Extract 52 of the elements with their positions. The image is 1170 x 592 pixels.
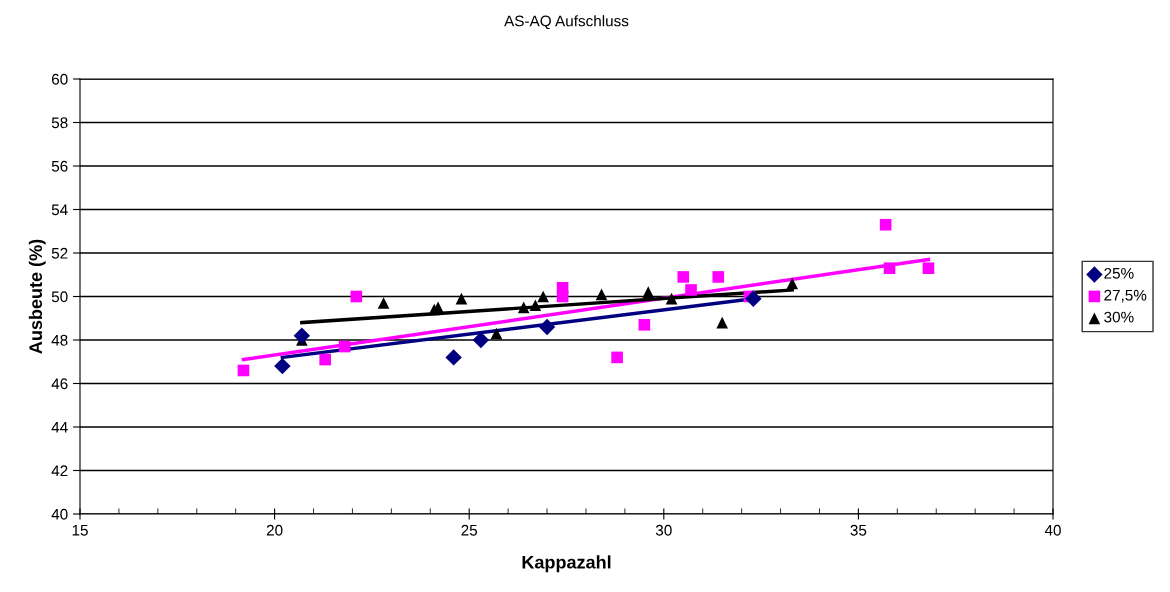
legend-label: 25% (1104, 267, 1134, 279)
point (538, 318, 556, 336)
y-tick-label: 40 (51, 508, 68, 520)
y-tick-label: 46 (51, 378, 68, 390)
point (712, 271, 725, 283)
point (529, 299, 542, 312)
point (274, 357, 291, 375)
point (338, 340, 351, 353)
point (490, 327, 503, 340)
y-tick-label: 50 (51, 291, 68, 303)
y-tick-label: 60 (51, 73, 68, 85)
point (350, 290, 363, 303)
y-axis-title: Ausbeute (%) (28, 239, 46, 354)
point (677, 271, 690, 283)
y-tick-label: 48 (51, 334, 68, 346)
legend-label: 27,5% (1104, 289, 1147, 303)
point (642, 286, 655, 298)
point (922, 262, 935, 275)
x-axis-title: Kappazahl (522, 555, 611, 573)
point (685, 284, 697, 296)
x-tick-label: 15 (72, 524, 88, 536)
x-tick-label: 35 (850, 524, 867, 536)
x-tick-label: 25 (461, 524, 478, 536)
point (786, 277, 799, 290)
y-tick-label: 44 (51, 422, 68, 433)
point (665, 292, 678, 305)
x-tick-label: 40 (1044, 524, 1061, 536)
point (537, 290, 549, 303)
point (445, 349, 462, 366)
point (745, 290, 762, 307)
point (237, 364, 250, 377)
point (595, 288, 608, 301)
point (455, 292, 468, 305)
point (879, 218, 892, 231)
chart-title: AS-AQ Aufschluss (504, 15, 629, 30)
point (716, 316, 728, 329)
point (556, 290, 569, 303)
point (611, 351, 623, 364)
point (377, 297, 390, 309)
y-tick-label: 56 (51, 160, 68, 172)
point (319, 353, 332, 366)
y-tick-label: 42 (51, 465, 68, 477)
point (883, 262, 896, 275)
legend-label: 30% (1104, 311, 1134, 323)
x-tick-label: 30 (655, 524, 672, 536)
y-tick-label: 58 (51, 117, 68, 129)
point (293, 327, 311, 344)
point (638, 318, 651, 331)
x-tick-label: 20 (266, 524, 283, 536)
y-tick-label: 52 (51, 247, 68, 259)
point (517, 301, 530, 314)
y-tick-label: 54 (51, 204, 68, 216)
